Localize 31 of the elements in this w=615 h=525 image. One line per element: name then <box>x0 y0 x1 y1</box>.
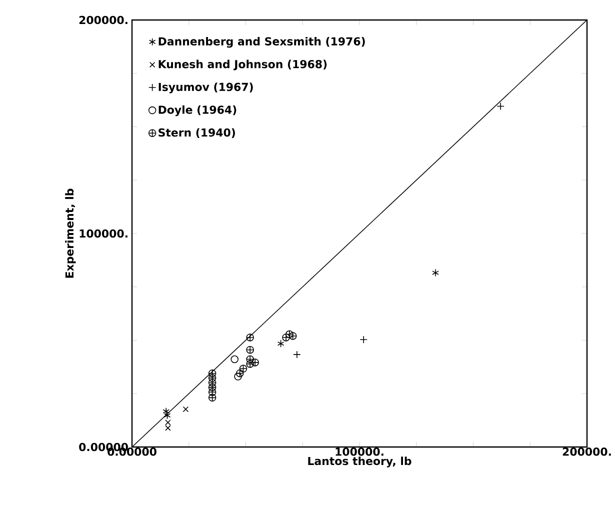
x-axis-title: Lantos theory, lb <box>308 456 412 468</box>
x-tick-label: 200000. <box>562 448 611 456</box>
point <box>165 425 171 431</box>
point <box>246 355 254 364</box>
point <box>208 369 216 378</box>
legend-label: Isyumov (1967) <box>158 82 253 94</box>
legend-label: Stern (1940) <box>158 128 235 138</box>
point <box>162 407 170 416</box>
point <box>286 330 294 338</box>
point <box>234 372 242 380</box>
legend-label: Kunesh and Johnson (1968) <box>158 60 327 70</box>
x-tick-label: 100000. <box>336 448 384 456</box>
legend-label: Doyle (1964) <box>158 105 236 116</box>
point <box>208 384 216 392</box>
point <box>208 388 216 396</box>
y-tick-label: 200000. <box>79 16 128 24</box>
point <box>288 332 297 340</box>
point <box>182 406 189 412</box>
point <box>208 374 216 382</box>
y-axis-title: Experiment, lb <box>65 188 76 278</box>
legend-label: Dannenberg and Sexsmith (1976) <box>158 36 365 48</box>
point <box>246 334 254 342</box>
point <box>208 394 216 402</box>
point <box>208 378 216 387</box>
point <box>246 346 254 354</box>
point <box>432 268 439 277</box>
y-tick-label: 100000. <box>80 229 128 238</box>
point <box>277 340 284 348</box>
point <box>165 420 171 426</box>
point <box>230 355 238 364</box>
point <box>282 334 290 342</box>
